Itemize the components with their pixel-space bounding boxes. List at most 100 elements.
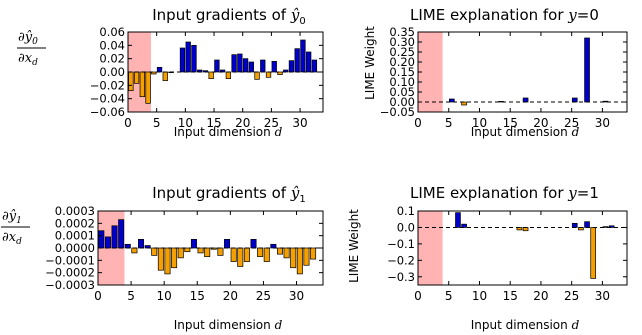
p3-y-label: ∂ŷ1 ∂xd: [1, 209, 30, 247]
p1-shaded-region: [128, 32, 151, 112]
p1-bar-14: [208, 71, 214, 80]
p3-bar-2: [111, 225, 118, 249]
p3-bar-14: [190, 239, 197, 249]
p3-bar-22: [243, 247, 250, 262]
p1-y-label: ∂ŷ0 ∂xd: [17, 30, 46, 68]
p3-ytick-label-0: 0.0003: [55, 204, 95, 218]
p2-bar-7: [461, 101, 467, 106]
p3-bar-23: [250, 239, 257, 249]
p3-ylabel-denominator: ∂xd: [2, 230, 22, 247]
p3-xtick-label-0: 0: [94, 289, 102, 303]
panel-input-gradients-y0: 0 5 10 15 20 25 30 0.060.040.020.00−0.02−0.04−…: [17, 6, 324, 139]
p3-bar-4: [124, 243, 131, 249]
p3-x-ticks: 0 5 10 15 20 25 30: [94, 211, 304, 303]
p1-ylabel-denominator: ∂xd: [18, 51, 38, 68]
p2-xtick-label-30: 30: [595, 116, 610, 130]
p3-bar-11: [171, 247, 178, 269]
p4-bar-7: [461, 223, 467, 228]
p2-bars: [417, 31, 628, 113]
p4-ytick-label-4: −0.3: [387, 270, 415, 284]
p1-bar-4: [151, 71, 157, 75]
p3-bar-30: [296, 247, 303, 275]
p3-bar-21: [237, 247, 244, 267]
p1-x-ticks: 0 5 10 15 20 25 30: [124, 32, 308, 130]
p4-bars: [417, 210, 628, 286]
p2-ytick-label-1: 0.30: [389, 35, 415, 49]
p3-bar-13: [184, 247, 191, 253]
p1-xtick-label-15: 15: [206, 116, 221, 130]
p2-ytick-label-7: 0.00: [389, 95, 415, 109]
p4-bar-27: [584, 221, 590, 228]
p2-xtick-label-0: 0: [414, 116, 422, 130]
p2-x-label: Input dimension d: [471, 125, 580, 139]
p3-bar-0: [98, 230, 105, 249]
p2-xtick-label-15: 15: [503, 116, 518, 130]
p2-bar-25: [571, 97, 578, 103]
p1-bar-30: [300, 39, 306, 73]
p4-x-ticks: 0 5 10 15 20 25 30: [414, 211, 610, 303]
p4-x-label: Input dimension d: [471, 318, 580, 332]
p3-bar-3: [118, 219, 125, 249]
p2-bar-27: [584, 37, 590, 103]
p4-frame: [417, 210, 628, 286]
p3-bar-5: [131, 247, 138, 254]
p1-ytick-label-0: 0.06: [99, 25, 125, 39]
p4-bar-25: [571, 222, 578, 228]
p3-bar-32: [310, 247, 317, 260]
p2-shaded-region: [418, 32, 443, 112]
p4-ytick-label-3: −0.2: [387, 253, 415, 267]
p4-bar-28: [590, 227, 597, 279]
p3-bar-24: [257, 247, 264, 257]
p3-bar-18: [217, 247, 224, 256]
p2-y-ticks: 0.350.300.250.200.150.100.050.00−0.05: [380, 25, 627, 119]
p1-xtick-label-25: 25: [264, 116, 279, 130]
panel-input-gradients-y1: 0 5 10 15 20 25 30 0.00030.00020.00010.0000−0.…: [1, 184, 324, 332]
p1-bar-31: [306, 51, 312, 73]
p1-bar-24: [265, 71, 272, 78]
p4-xtick-label-15: 15: [503, 289, 518, 303]
p1-xtick-label-5: 5: [153, 116, 161, 130]
p1-bar-6: [162, 71, 168, 82]
p2-title: LIME explanation for y=0: [410, 6, 599, 24]
p2-ytick-label-6: 0.05: [389, 85, 415, 99]
p3-xtick-label-10: 10: [157, 289, 172, 303]
p3-xtick-label-30: 30: [289, 289, 304, 303]
p2-xtick-label-5: 5: [445, 116, 453, 130]
p1-bar-11: [191, 44, 197, 73]
p2-y-label: LIME Weight: [363, 26, 377, 100]
p1-bar-29: [294, 48, 300, 73]
p4-xtick-label-30: 30: [595, 289, 610, 303]
p2-xtick-label-20: 20: [533, 116, 548, 130]
p1-ylabel-numerator: ∂ŷ0: [18, 30, 38, 47]
p2-bar-5: [449, 98, 455, 103]
p3-bar-28: [283, 247, 290, 259]
p3-title: Input gradients of ŷ1: [152, 184, 305, 205]
p3-bar-27: [276, 247, 283, 255]
p2-bar-17: [522, 97, 529, 103]
p4-y-label: LIME Weight: [347, 209, 361, 283]
p4-xtick-label-20: 20: [533, 289, 548, 303]
p2-ytick-label-4: 0.15: [389, 65, 415, 79]
p4-title: LIME explanation for y=1: [410, 184, 599, 202]
p1-ytick-label-5: −0.04: [90, 92, 125, 106]
p3-ytick-label-2: 0.0001: [55, 229, 95, 243]
p1-bar-25: [271, 60, 277, 73]
p1-bars: [127, 31, 324, 113]
p1-bar-18: [231, 54, 237, 73]
p1-bar-28: [288, 60, 295, 73]
p3-bars: [97, 210, 324, 286]
p1-bar-32: [311, 59, 318, 73]
p3-bar-26: [270, 243, 277, 249]
p1-xtick-label-30: 30: [292, 116, 307, 130]
p3-bar-25: [263, 247, 270, 262]
p3-xtick-label-15: 15: [190, 289, 205, 303]
p1-xtick-label-0: 0: [124, 116, 132, 130]
p2-ytick-label-0: 0.35: [389, 25, 415, 39]
p3-bar-31: [303, 247, 310, 266]
p3-bar-12: [177, 247, 184, 259]
p1-bar-1: [133, 71, 140, 84]
p1-bar-9: [179, 47, 186, 73]
p3-ytick-label-3: 0.0000: [55, 241, 95, 255]
p4-xtick-label-5: 5: [445, 289, 453, 303]
